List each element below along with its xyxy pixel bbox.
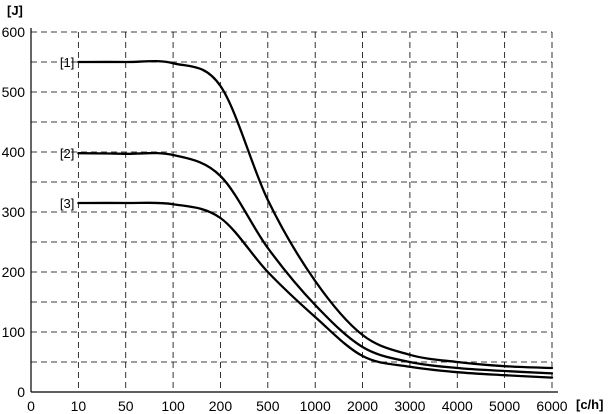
x-tick-label: 100 — [161, 398, 185, 414]
series-label-2: [2] — [60, 146, 74, 161]
y-tick-label: 500 — [2, 84, 26, 100]
x-tick-label: 10 — [71, 398, 87, 414]
series-line-2 — [77, 151, 554, 375]
y-tick-label: 300 — [2, 204, 26, 220]
y-axis-title: [J] — [7, 3, 23, 18]
grid-layer — [31, 31, 553, 392]
y-tick-label: 400 — [2, 144, 26, 160]
x-tick-label: 500 — [256, 398, 280, 414]
series-label-3: [3] — [60, 196, 74, 211]
x-tick-label: 3000 — [394, 398, 425, 414]
series-label-1: [1] — [60, 55, 74, 70]
axis-layer — [30, 28, 558, 393]
x-tick-label: 4000 — [442, 398, 473, 414]
x-tick-label: 1000 — [300, 398, 331, 414]
series-line-3 — [77, 201, 554, 379]
x-axis-title: [c/h] — [576, 397, 603, 412]
series-line-1 — [77, 59, 554, 370]
x-tick-label: 2000 — [347, 398, 378, 414]
x-tick-label: 50 — [118, 398, 134, 414]
y-tick-label: 100 — [2, 324, 26, 340]
y-tick-label: 600 — [2, 24, 26, 40]
label-layer: [1] [2] [3] — [60, 55, 74, 211]
x-tick-label: 0 — [27, 398, 35, 414]
series-layer — [77, 59, 554, 379]
x-tick-label: 6000 — [536, 398, 567, 414]
x-tick-label: 5000 — [489, 398, 520, 414]
y-tick-label: 200 — [2, 264, 26, 280]
y-tick-label: 0 — [17, 384, 25, 400]
x-tick-label: 200 — [209, 398, 233, 414]
